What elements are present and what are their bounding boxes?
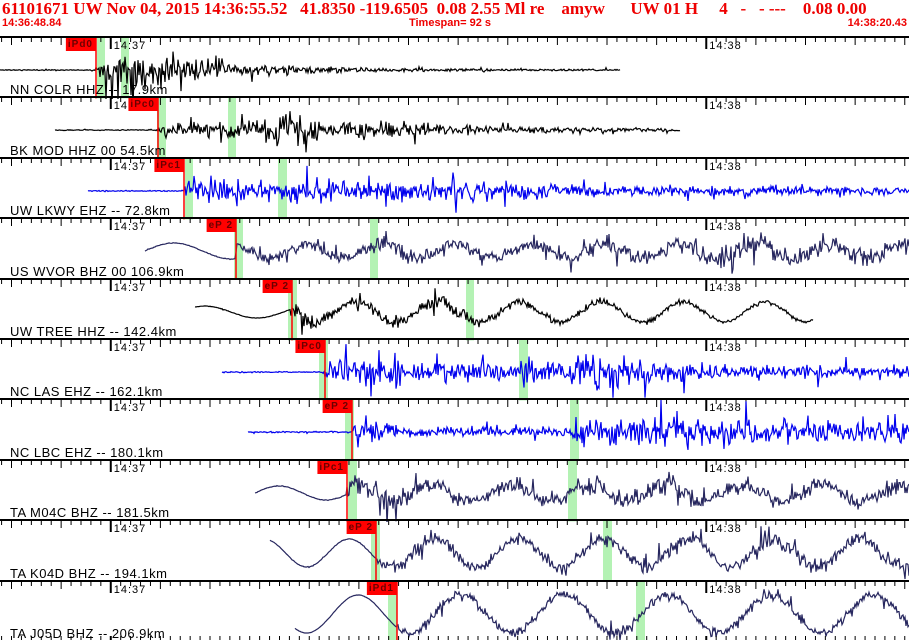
station-label: UW TREE HHZ -- 142.4km: [10, 323, 177, 339]
seismogram-trace: [0, 51, 621, 99]
trace-panel: 14:37 14:38 iPc1 UW LKWY EHZ -- 72.8km: [0, 156, 909, 220]
trace-panel: 14:37 14:38 eP 2 UW TREE HHZ -- 142.4km: [0, 277, 909, 341]
minute-label: 14:37: [113, 583, 147, 596]
pick-flag[interactable]: iPd0: [65, 38, 96, 51]
station-label: NN COLR HHZ -- 17.9km: [10, 82, 168, 98]
arrival-window-band: [568, 460, 577, 522]
seismogram-trace: [247, 400, 909, 451]
minute-label: 14:38: [709, 342, 742, 354]
arrival-window-band: [603, 521, 612, 582]
arrival-window-band: [319, 340, 328, 401]
minute-label: 14:37: [113, 462, 147, 475]
arrival-window-band: [345, 400, 354, 461]
window-end-time: 14:38:20.43: [847, 17, 907, 29]
waveform-canvas[interactable]: [0, 38, 909, 99]
minute-label: 14:37: [113, 40, 147, 52]
waveform-canvas[interactable]: [0, 400, 909, 461]
minute-label: 14:38: [709, 583, 742, 596]
waveform-canvas[interactable]: [0, 219, 909, 280]
waveform-canvas[interactable]: [0, 279, 909, 341]
seismogram-trace: [221, 344, 909, 398]
minute-label: 14:37: [113, 402, 147, 415]
trace-panel: 14:37 14:38 eP 2 NC LBC EHZ -- 180.1km: [0, 398, 909, 461]
pick-flag[interactable]: eP 2: [346, 521, 376, 535]
minute-label: 14:37: [113, 221, 147, 234]
trace-panel: 14:37 14:38 iPc0 NC LAS EHZ -- 162.1km: [0, 338, 909, 401]
station-label: TA J05D BHZ -- 206.9km: [10, 625, 166, 640]
trace-panel: 14:37 14:38 eP 2 US WVOR BHZ 00 106.9km: [0, 217, 909, 280]
station-label: BK MOD HHZ 00 54.5km: [10, 142, 166, 158]
arrival-window-band: [519, 340, 528, 401]
pick-flag[interactable]: iPd1: [366, 581, 397, 595]
minute-label: 14:38: [709, 221, 742, 234]
arrival-window-band: [388, 581, 397, 640]
waveform-canvas[interactable]: [0, 158, 909, 220]
timespan-label: Timespan= 92 s: [408, 17, 492, 29]
trace-panel: 14:37 14:38 iPc1 TA M04C BHZ -- 181.5km: [0, 458, 909, 522]
waveform-canvas[interactable]: [0, 581, 909, 640]
seismogram-trace: [87, 165, 909, 213]
pick-flag[interactable]: iPc0: [295, 340, 325, 353]
seismogram-trace: [194, 287, 814, 335]
arrival-window-band: [636, 581, 645, 640]
minute-label: 14:38: [709, 40, 742, 52]
minute-label: 14:38: [709, 160, 742, 173]
trace-panel: 14:37 14:38 iPd0 NN COLR HHZ -- 17.9km: [0, 36, 909, 99]
station-label: NC LAS EHZ -- 162.1km: [10, 384, 163, 400]
pick-flag[interactable]: iPc1: [154, 158, 184, 172]
arrival-window-band: [348, 460, 357, 522]
trace-panel: 14:37 14:38 iPd1 TA J05D BHZ -- 206.9km: [0, 579, 909, 640]
seismogram-trace: [144, 231, 909, 274]
event-header-line: 61101671 UW Nov 04, 2015 14:36:55.52 41.…: [2, 0, 867, 18]
waveform-canvas[interactable]: [0, 340, 909, 401]
time-window-bar: 14:36:48.84 Timespan= 92 s 14:38:20.43: [0, 17, 909, 31]
arrival-window-band: [157, 98, 166, 159]
waveform-canvas[interactable]: [0, 460, 909, 522]
pick-flag[interactable]: iPc1: [317, 460, 347, 474]
minute-label: 14:38: [709, 523, 742, 536]
minute-label: 14:37: [113, 160, 147, 173]
pick-flag[interactable]: iPc0: [128, 98, 158, 112]
minute-label: 14:38: [709, 281, 742, 294]
seismogram-trace: [54, 111, 681, 153]
seismogram-trace: [294, 588, 909, 640]
waveform-canvas[interactable]: [0, 521, 909, 582]
arrival-window-band: [570, 400, 579, 461]
window-start-time: 14:36:48.84: [2, 17, 62, 29]
arrival-window-band: [278, 158, 287, 220]
trace-panel: 14:37 14:38 eP 2 TA K04D BHZ -- 194.1km: [0, 519, 909, 582]
waveform-canvas[interactable]: [0, 98, 909, 159]
arrival-window-band: [121, 38, 129, 99]
station-label: NC LBC EHZ -- 180.1km: [10, 444, 164, 460]
bottom-time-axis: [1, 636, 906, 640]
arrival-window-band: [466, 279, 474, 340]
arrival-window-band: [234, 219, 243, 280]
station-label: US WVOR BHZ 00 106.9km: [10, 263, 185, 279]
minute-label: 14:37: [113, 523, 147, 536]
arrival-window-band: [185, 158, 193, 220]
station-label: UW LKWY EHZ -- 72.8km: [10, 203, 171, 219]
minute-label: 14:37: [113, 281, 147, 294]
pick-flag[interactable]: eP 2: [262, 279, 292, 293]
station-label: TA M04C BHZ -- 181.5km: [10, 505, 170, 521]
seismogram-trace: [269, 526, 909, 580]
pick-flag[interactable]: eP 2: [322, 400, 352, 414]
minute-label: 14:37: [113, 342, 147, 354]
seismogram-trace: [254, 471, 909, 522]
station-label: TA K04D BHZ -- 194.1km: [10, 565, 168, 581]
arrival-window-band: [228, 98, 236, 159]
minute-label: 14:38: [709, 402, 742, 415]
pick-flag[interactable]: eP 2: [206, 219, 236, 233]
minute-label: 14:38: [709, 100, 742, 113]
minute-label: 14:38: [709, 462, 742, 475]
